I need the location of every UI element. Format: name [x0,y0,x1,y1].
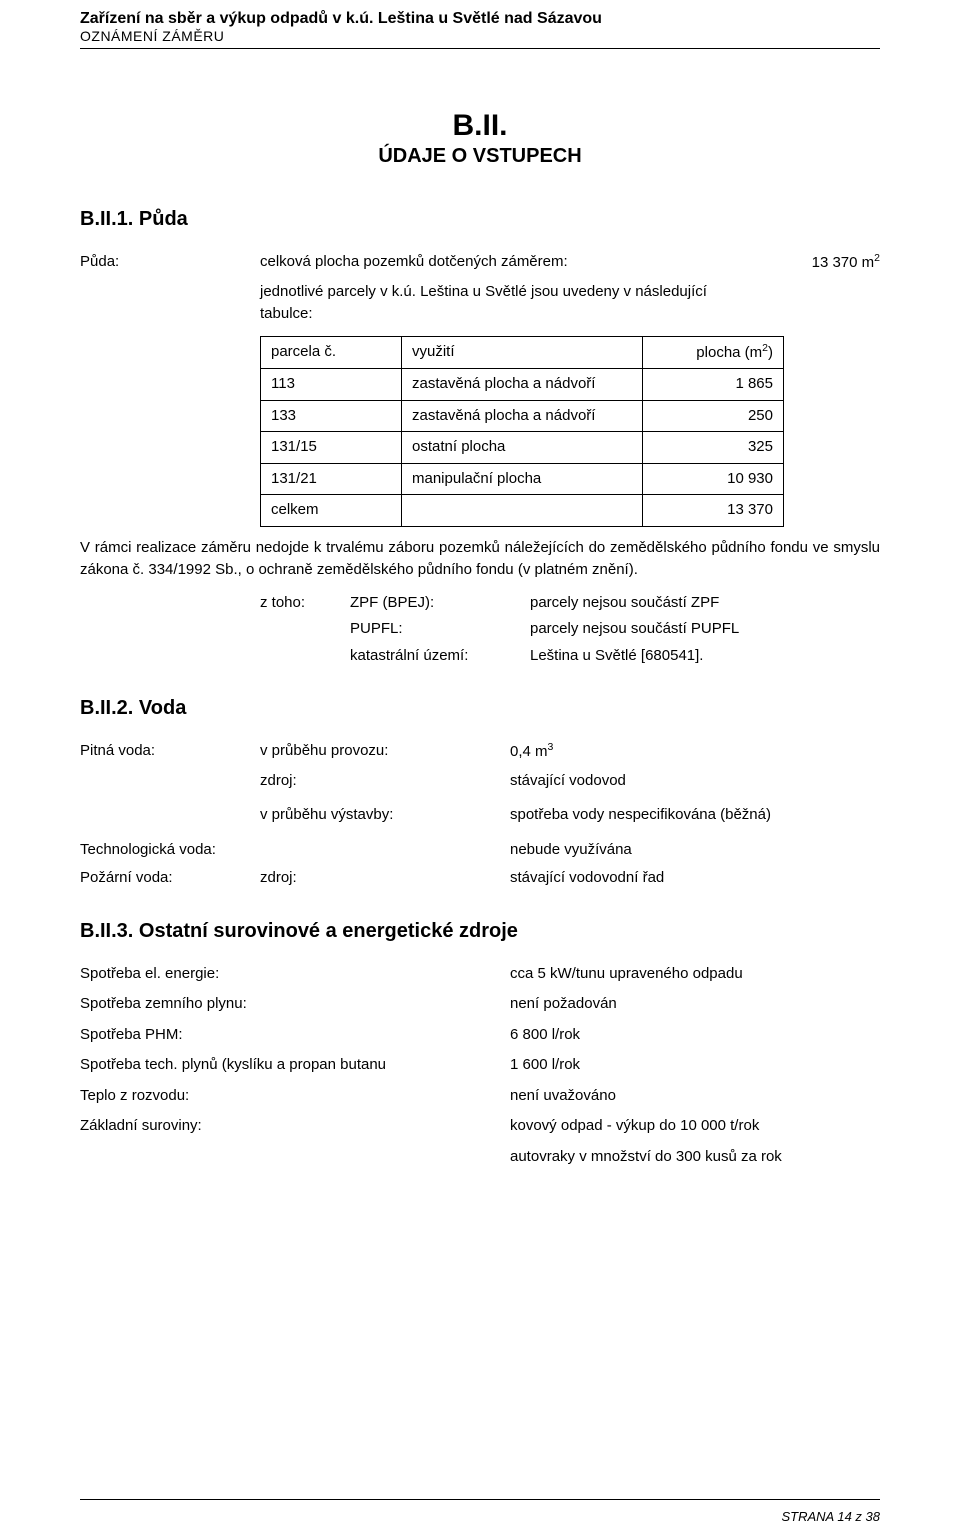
heading-b2-1: B.II.1. Půda [80,208,880,231]
phm-label: Spotřeba PHM: [80,1024,510,1047]
puda-row2-text: jednotlivé parcely v k.ú. Leština u Svět… [260,281,760,326]
spacer [80,770,260,793]
pitna-voda-label: Pitná voda: [80,740,260,764]
cell: 131/21 [261,463,402,495]
energie-label: Spotřeba el. energie: [80,963,510,986]
provoz-value-sup: 3 [548,741,554,753]
cell: 133 [261,400,402,432]
page-number: STRANA 14 z 38 [781,1509,880,1524]
puda-row1-text: celková plocha pozemků dotčených záměrem… [260,251,760,275]
heading-b2-2: B.II.2. Voda [80,697,880,720]
techplyn-label: Spotřeba tech. plynů (kyslíku a propan b… [80,1054,510,1077]
pozarni-zdroj-label: zdroj: [260,867,510,890]
tech-voda-value: nebude využívána [510,839,632,862]
spacer [760,281,880,326]
suroviny-value: kovový odpad - výkup do 10 000 t/rok [510,1115,880,1138]
parcel-table: parcela č. využití plocha (m2) 113 zasta… [260,336,784,527]
teplo-value: není uvažováno [510,1085,880,1108]
zdroj-label: zdroj: [260,770,510,793]
vystavba-value: spotřeba vody nespecifikována (běžná) [510,804,771,827]
puda-label: Půda: [80,251,260,275]
cell: manipulační plocha [402,463,643,495]
table-row: 113 zastavěná plocha a nádvoří 1 865 [261,369,784,401]
phm-value: 6 800 l/rok [510,1024,880,1047]
provoz-value: 0,4 m3 [510,740,553,764]
footer-rule [80,1499,880,1500]
puda-row1-value-pre: 13 370 m [812,254,875,271]
cell: 250 [643,400,784,432]
provoz-label: v průběhu provozu: [260,740,510,764]
provoz-value-pre: 0,4 m [510,743,548,760]
suroviny-label: Základní suroviny: [80,1115,510,1138]
table-row: 131/15 ostatní plocha 325 [261,432,784,464]
th-parcel: parcela č. [261,336,402,369]
zdroj-value: stávající vodovod [510,770,626,793]
cell: 10 930 [643,463,784,495]
header-rule [80,48,880,49]
section-title: ÚDAJE O VSTUPECH [80,145,880,168]
spacer [260,618,350,641]
puda-row1-value: 13 370 m2 [760,251,880,275]
puda-paragraph: V rámci realizace záměru nedojde k trval… [80,537,880,582]
energie-value: cca 5 kW/tunu upraveného odpadu [510,963,880,986]
page-header-subtitle: OZNÁMENÍ ZÁMĚRU [80,28,880,44]
section-code: B.II. [80,109,880,143]
spacer [80,1146,510,1169]
table-row: 131/21 manipulační plocha 10 930 [261,463,784,495]
suroviny-value-2: autovraky v množství do 300 kusů za rok [510,1146,880,1169]
cell: 113 [261,369,402,401]
table-row-total: celkem 13 370 [261,495,784,527]
cell: 131/15 [261,432,402,464]
cell: 1 865 [643,369,784,401]
cell: 325 [643,432,784,464]
cell: 13 370 [643,495,784,527]
cell: ostatní plocha [402,432,643,464]
zpf-label: ZPF (BPEJ): [350,592,530,615]
pupfl-label: PUPFL: [350,618,530,641]
plyn-value: není požadován [510,993,880,1016]
pozarni-zdroj-value: stávající vodovodní řad [510,867,664,890]
techplyn-value: 1 600 l/rok [510,1054,880,1077]
cell: zastavěná plocha a nádvoří [402,369,643,401]
ku-value: Leština u Světlé [680541]. [530,645,880,668]
spacer [80,281,260,326]
spacer [260,645,350,668]
teplo-label: Teplo z rozvodu: [80,1085,510,1108]
cell: zastavěná plocha a nádvoří [402,400,643,432]
puda-row1-sup: 2 [874,252,880,264]
th-area-pre: plocha (m [696,344,762,361]
plyn-label: Spotřeba zemního plynu: [80,993,510,1016]
th-usage: využití [402,336,643,369]
pupfl-value: parcely nejsou součástí PUPFL [530,618,880,641]
th-area-post: ) [768,344,773,361]
table-header-row: parcela č. využití plocha (m2) [261,336,784,369]
cell: celkem [261,495,402,527]
heading-b2-3: B.II.3. Ostatní surovinové a energetické… [80,920,880,943]
cell [402,495,643,527]
ztoho-label: z toho: [260,592,350,615]
th-area: plocha (m2) [643,336,784,369]
zpf-value: parcely nejsou součástí ZPF [530,592,880,615]
tech-voda-label: Technologická voda: [80,839,510,862]
vystavba-label: v průběhu výstavby: [260,804,510,827]
ku-label: katastrální území: [350,645,530,668]
pozarni-voda-label: Požární voda: [80,867,260,890]
table-row: 133 zastavěná plocha a nádvoří 250 [261,400,784,432]
page-header-title: Zařízení na sběr a výkup odpadů v k.ú. L… [80,10,880,28]
spacer [80,804,260,827]
